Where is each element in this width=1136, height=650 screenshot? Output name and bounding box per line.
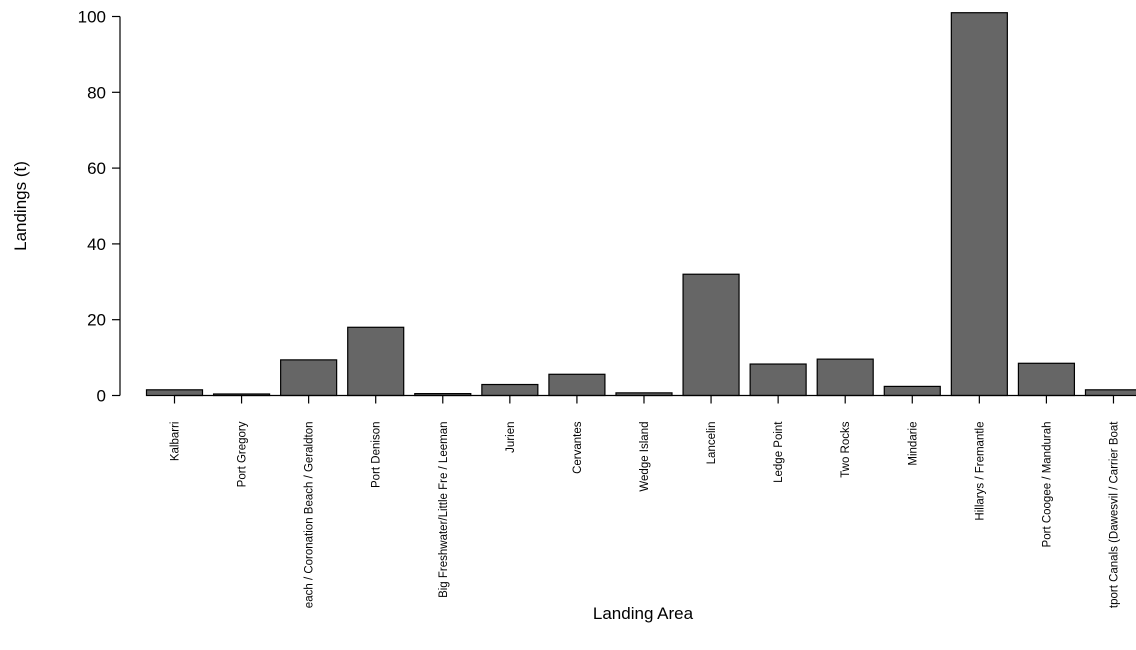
bar — [883, 385, 941, 397]
bar — [1017, 362, 1076, 397]
x-tick-label: Port Coogee / Mandurah — [1041, 422, 1053, 548]
x-axis-label: Landing Area — [593, 604, 694, 623]
x-tick-label: Two Rocks — [840, 421, 852, 477]
y-tick-label: 20 — [87, 311, 106, 330]
x-tick-label: Wedge Island — [639, 422, 651, 492]
bar — [347, 326, 405, 397]
bar — [145, 389, 204, 397]
x-tick-label: Big Freshwater/Little Fre / Leeman — [438, 422, 450, 598]
x-axis: Kalbarri Port Gregory each / Coronation Be… — [170, 394, 1120, 609]
x-tick-label: Cervantes — [572, 421, 584, 474]
bars-group — [145, 12, 1136, 397]
x-tick-label: Ledge Point — [773, 421, 785, 483]
bar — [481, 383, 539, 397]
y-tick-label: 40 — [87, 235, 106, 254]
bar — [749, 363, 807, 397]
bar — [950, 12, 1008, 397]
bar — [682, 273, 740, 397]
x-tick-label: Lancelin — [706, 422, 718, 465]
bar — [280, 359, 338, 397]
x-tick-label: tport Canals (Dawesvil / Carrier Boat — [1108, 421, 1120, 608]
x-tick-label: Port Denison — [371, 422, 383, 488]
x-tick-label: Mindarie — [907, 422, 919, 466]
y-tick-label: 100 — [78, 8, 106, 27]
x-tick-label: Jurien — [505, 422, 517, 453]
y-tick-label: 60 — [87, 159, 106, 178]
x-tick-label: each / Coronation Beach / Geraldton — [304, 422, 316, 609]
x-tick-label: Kalbarri — [170, 422, 182, 462]
bar — [1084, 389, 1136, 397]
y-axis-label: Landings (t) — [11, 161, 30, 251]
bar — [816, 358, 874, 397]
y-tick-label: 0 — [97, 387, 106, 406]
x-tick-label: Port Gregory — [237, 421, 249, 487]
y-axis: 0 20 40 60 80 100 — [78, 8, 121, 406]
bar — [548, 373, 606, 397]
y-tick-label: 80 — [87, 83, 106, 102]
x-tick-label: Hillarys / Fremantle — [974, 422, 986, 521]
